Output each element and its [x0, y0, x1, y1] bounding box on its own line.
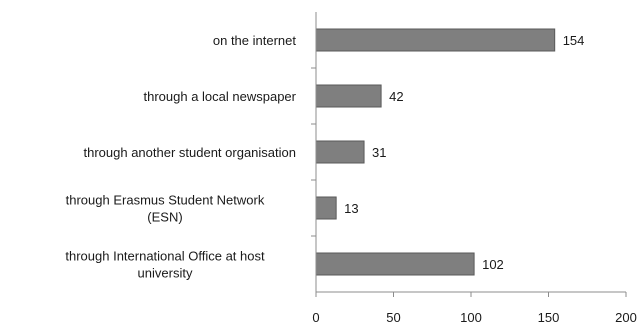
category-label: through Erasmus Student Network (ESN): [66, 193, 265, 225]
x-tick-label: 100: [460, 310, 482, 325]
x-tick-label: 150: [538, 310, 560, 325]
data-label: 102: [482, 257, 504, 272]
category-label-line: through another student organisation: [84, 145, 297, 160]
category-label: on the internet: [213, 33, 297, 48]
category-label-line: through International Office at host: [65, 249, 265, 264]
x-ticks-group: 0 50 100 150 200: [312, 292, 637, 325]
data-label: 31: [372, 145, 386, 160]
data-label: 13: [344, 201, 358, 216]
x-tick-label: 50: [386, 310, 400, 325]
bar: [315, 84, 382, 108]
bar: [315, 140, 365, 164]
category-label: through another student organisation: [84, 145, 297, 160]
category-label-line: through a local newspaper: [144, 89, 297, 104]
data-label: 42: [389, 89, 403, 104]
bar: [315, 252, 475, 276]
category-label-line: (ESN): [147, 210, 182, 225]
bar: [315, 28, 556, 52]
bars-group: [315, 28, 556, 276]
x-tick-label: 200: [615, 310, 637, 325]
x-tick-label: 0: [312, 310, 319, 325]
category-label-line: on the internet: [213, 33, 297, 48]
bar: [315, 196, 337, 220]
category-labels-group: on the internet through a local newspaper…: [65, 33, 296, 281]
category-label: through International Office at host univ…: [65, 249, 265, 281]
value-labels-group: 154 42 31 13 102: [344, 33, 584, 272]
category-label: through a local newspaper: [144, 89, 297, 104]
data-label: 154: [563, 33, 585, 48]
category-label-line: through Erasmus Student Network: [66, 193, 265, 208]
category-label-line: university: [138, 266, 193, 281]
